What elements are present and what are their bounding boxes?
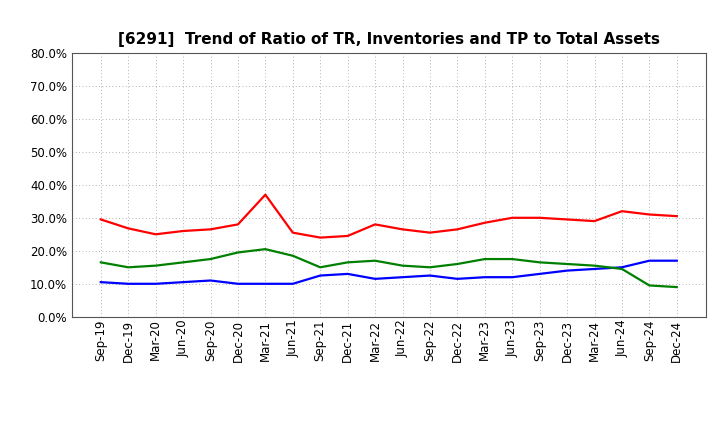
Inventories xyxy=(179,279,187,285)
Trade Receivables xyxy=(480,220,489,225)
Trade Receivables xyxy=(426,230,434,235)
Trade Payables xyxy=(289,253,297,258)
Trade Receivables xyxy=(563,217,572,222)
Trade Payables xyxy=(179,260,187,265)
Title: [6291]  Trend of Ratio of TR, Inventories and TP to Total Assets: [6291] Trend of Ratio of TR, Inventories… xyxy=(118,33,660,48)
Trade Payables xyxy=(426,264,434,270)
Trade Receivables xyxy=(124,226,132,231)
Inventories xyxy=(426,273,434,278)
Trade Payables xyxy=(508,257,516,262)
Inventories xyxy=(536,271,544,276)
Trade Payables xyxy=(261,246,270,252)
Trade Receivables xyxy=(508,215,516,220)
Trade Payables xyxy=(563,261,572,267)
Trade Payables xyxy=(645,283,654,288)
Trade Receivables xyxy=(151,231,160,237)
Trade Receivables xyxy=(453,227,462,232)
Trade Receivables xyxy=(590,218,599,224)
Inventories xyxy=(206,278,215,283)
Trade Payables xyxy=(590,263,599,268)
Trade Payables xyxy=(151,263,160,268)
Line: Inventories: Inventories xyxy=(101,260,677,284)
Trade Receivables xyxy=(179,228,187,234)
Trade Payables xyxy=(371,258,379,263)
Inventories xyxy=(398,275,407,280)
Inventories xyxy=(480,275,489,280)
Inventories xyxy=(590,266,599,271)
Trade Receivables xyxy=(371,222,379,227)
Inventories xyxy=(316,273,325,278)
Inventories xyxy=(289,281,297,286)
Inventories xyxy=(124,281,132,286)
Trade Payables xyxy=(206,257,215,262)
Inventories xyxy=(645,258,654,263)
Trade Payables xyxy=(453,261,462,267)
Trade Payables xyxy=(96,260,105,265)
Inventories xyxy=(563,268,572,273)
Inventories xyxy=(151,281,160,286)
Trade Payables xyxy=(398,263,407,268)
Trade Payables xyxy=(233,250,242,255)
Trade Receivables xyxy=(618,209,626,214)
Inventories xyxy=(508,275,516,280)
Inventories xyxy=(371,276,379,282)
Trade Payables xyxy=(480,257,489,262)
Inventories xyxy=(672,258,681,263)
Trade Receivables xyxy=(672,213,681,219)
Inventories xyxy=(261,281,270,286)
Trade Receivables xyxy=(645,212,654,217)
Trade Receivables xyxy=(536,215,544,220)
Trade Receivables xyxy=(343,233,352,238)
Trade Receivables xyxy=(96,217,105,222)
Line: Trade Receivables: Trade Receivables xyxy=(101,194,677,238)
Trade Receivables xyxy=(289,230,297,235)
Trade Receivables xyxy=(398,227,407,232)
Trade Payables xyxy=(618,266,626,271)
Trade Receivables xyxy=(261,192,270,197)
Trade Payables xyxy=(536,260,544,265)
Trade Receivables xyxy=(206,227,215,232)
Trade Payables xyxy=(343,260,352,265)
Trade Payables xyxy=(316,264,325,270)
Trade Receivables xyxy=(233,222,242,227)
Inventories xyxy=(233,281,242,286)
Inventories xyxy=(96,279,105,285)
Trade Payables xyxy=(672,284,681,290)
Inventories xyxy=(453,276,462,282)
Inventories xyxy=(343,271,352,276)
Inventories xyxy=(618,264,626,270)
Trade Receivables xyxy=(316,235,325,240)
Line: Trade Payables: Trade Payables xyxy=(101,249,677,287)
Trade Payables xyxy=(124,264,132,270)
